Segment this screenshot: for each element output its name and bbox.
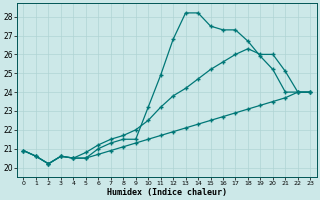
X-axis label: Humidex (Indice chaleur): Humidex (Indice chaleur)	[107, 188, 227, 197]
